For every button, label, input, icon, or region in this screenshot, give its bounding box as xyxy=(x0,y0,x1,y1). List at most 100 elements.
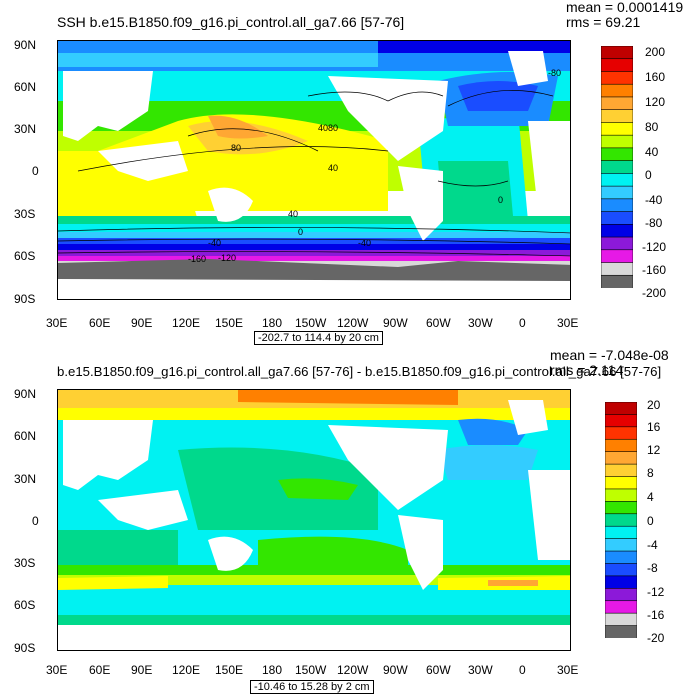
panel2-colorbar xyxy=(604,401,638,639)
colorbar-swatch xyxy=(604,550,638,565)
panel1-range-label: -202.7 to 114.4 by 20 cm xyxy=(254,331,383,345)
colorbar-swatch xyxy=(604,463,638,478)
lat-label: 60N xyxy=(14,80,37,94)
lon-label: 30W xyxy=(468,663,493,677)
panel1-colorbar-label: -120 xyxy=(642,240,667,254)
panel2-colorbar-label: 20 xyxy=(647,398,661,412)
panel1-contour-label: 40 xyxy=(288,209,298,219)
lon-label: 150W xyxy=(295,316,327,330)
panel1-colorbar xyxy=(600,45,634,289)
lon-label: 30E xyxy=(46,663,68,677)
panel1-contour-label: 80 xyxy=(231,143,241,153)
lon-label: 30E xyxy=(557,316,579,330)
lat-label: 90N xyxy=(14,387,37,401)
lat-label: 90N xyxy=(14,38,37,52)
panel1-colorbar-label: 120 xyxy=(645,95,666,109)
colorbar-swatch xyxy=(604,588,638,602)
panel2-colorbar-svg xyxy=(604,401,638,639)
colorbar-swatch xyxy=(604,612,638,627)
panel2-range-label: -10.46 to 15.28 by 2 cm xyxy=(250,680,374,694)
lat-label: 30S xyxy=(14,556,36,570)
colorbar-swatch xyxy=(600,147,634,162)
lon-label: 0 xyxy=(519,663,526,677)
lon-label: 0 xyxy=(519,316,526,330)
panel1-map: 80 40 0 -40 -80 -120 -160 40 40 0 80 -40 xyxy=(57,40,571,300)
colorbar-swatch xyxy=(600,262,634,276)
colorbar-swatch xyxy=(604,476,638,490)
lon-label: 120E xyxy=(172,663,201,677)
lat-label: 60S xyxy=(14,598,36,612)
lon-label: 60E xyxy=(89,663,111,677)
colorbar-swatch xyxy=(600,96,634,111)
lon-label: 180 xyxy=(262,663,283,677)
panel1-contour-label: -120 xyxy=(218,253,236,263)
panel1-rms: rms = 69.21 xyxy=(566,14,641,30)
colorbar-swatch xyxy=(600,211,634,225)
panel2-rms: rms = 2.114 xyxy=(550,362,624,378)
lon-label: 150E xyxy=(215,663,244,677)
colorbar-swatch xyxy=(600,249,634,264)
panel2-map-svg xyxy=(58,390,570,650)
colorbar-swatch xyxy=(600,71,634,85)
lat-label: 30N xyxy=(14,472,37,486)
lon-label: 30W xyxy=(468,316,493,330)
panel1-contour-label: 80 xyxy=(328,123,338,133)
panel1-colorbar-svg xyxy=(600,45,634,289)
panel2-colorbar-label: -4 xyxy=(647,538,658,552)
lon-label: 120W xyxy=(337,663,369,677)
colorbar-swatch xyxy=(600,134,634,149)
panel1-contour-label: 0 xyxy=(498,195,503,205)
lat-label: 60N xyxy=(14,429,37,443)
panel1-colorbar-label: -160 xyxy=(642,263,667,277)
panel1-contour-label: -160 xyxy=(188,254,206,264)
colorbar-swatch xyxy=(604,513,638,527)
panel2-title: b.e15.B1850.f09_g16.pi_control.all_ga7.6… xyxy=(57,364,662,379)
lat-label: 90S xyxy=(14,292,36,306)
panel2-colorbar-label: -8 xyxy=(647,561,658,575)
colorbar-swatch xyxy=(600,45,634,60)
lon-label: 90E xyxy=(131,663,153,677)
colorbar-swatch xyxy=(604,538,638,552)
panel1-colorbar-label: 40 xyxy=(645,145,659,159)
colorbar-swatch xyxy=(604,563,638,577)
panel2-colorbar-label: 4 xyxy=(647,490,654,504)
lon-label: 30E xyxy=(557,663,579,677)
colorbar-swatch xyxy=(600,224,634,238)
panel2-colorbar-label: 12 xyxy=(647,443,661,457)
lon-label: 60E xyxy=(89,316,111,330)
colorbar-swatch xyxy=(604,575,638,589)
colorbar-swatch xyxy=(604,600,638,614)
lon-label: 120W xyxy=(337,316,369,330)
colorbar-swatch xyxy=(604,426,638,440)
panel2-colorbar-label: -20 xyxy=(647,631,665,645)
panel1-colorbar-label: 160 xyxy=(645,70,666,84)
lon-label: 30E xyxy=(46,316,68,330)
lat-label: 30N xyxy=(14,122,37,136)
lon-label: 90W xyxy=(383,316,408,330)
lon-label: 120E xyxy=(172,316,201,330)
panel1-colorbar-label: 200 xyxy=(645,45,666,59)
colorbar-swatch xyxy=(600,198,634,213)
lat-label: 0 xyxy=(32,164,39,178)
colorbar-swatch xyxy=(600,274,634,289)
colorbar-swatch xyxy=(604,625,638,639)
colorbar-swatch xyxy=(600,173,634,187)
colorbar-swatch xyxy=(600,122,634,136)
panel1-colorbar-label: -40 xyxy=(645,193,663,207)
panel1-colorbar-label: 0 xyxy=(645,168,652,182)
panel1-mean: mean = 0.0001419 xyxy=(566,0,684,15)
lat-label: 90S xyxy=(14,641,36,655)
colorbar-swatch xyxy=(600,109,634,124)
panel1-contour-label: -80 xyxy=(548,68,561,78)
lat-label: 0 xyxy=(32,514,39,528)
colorbar-swatch xyxy=(600,58,634,73)
lon-label: 180 xyxy=(262,316,283,330)
panel1-colorbar-label: -200 xyxy=(642,286,667,300)
lon-label: 150E xyxy=(215,316,244,330)
colorbar-swatch xyxy=(604,451,638,465)
panel1-contour-label: -40 xyxy=(358,238,371,248)
panel2-colorbar-label: -16 xyxy=(647,608,665,622)
colorbar-swatch xyxy=(600,185,634,200)
panel2-colorbar-label: 0 xyxy=(647,514,654,528)
panel1-title: SSH b.e15.B1850.f09_g16.pi_control.all_g… xyxy=(57,14,405,30)
